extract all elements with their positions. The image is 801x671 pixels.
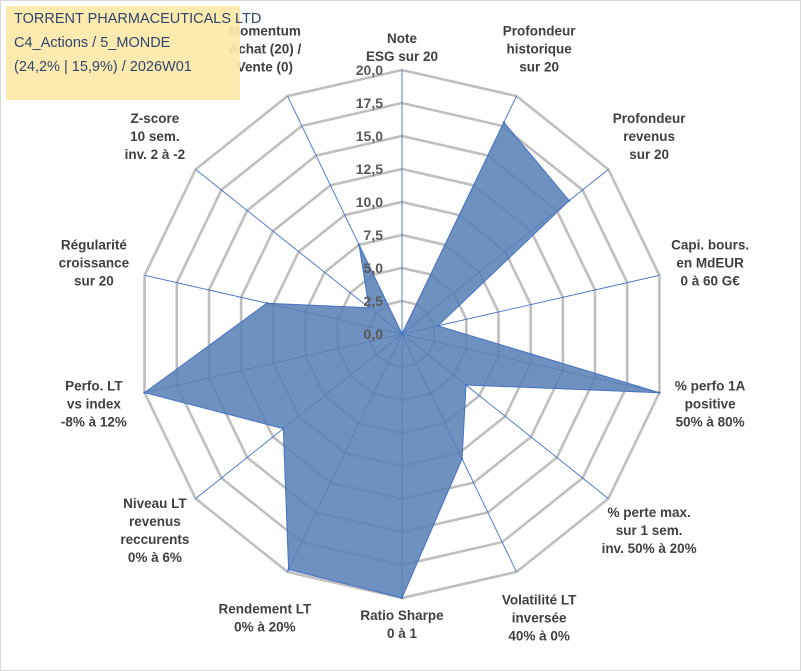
- tick-label-4: 10,0: [356, 194, 383, 210]
- axis-label-1-line-2: sur 20: [519, 59, 559, 74]
- axis-label-1-line-0: Profondeur: [503, 23, 576, 38]
- tick-label-6: 15,0: [356, 128, 383, 144]
- axis-label-13-line-0: Momentum: [229, 23, 301, 38]
- tick-label-2: 5,0: [364, 260, 384, 276]
- axis-label-8: Rendement LT 0% à 20%: [219, 602, 313, 635]
- data-point-3: [436, 324, 440, 327]
- chart-title-line-1: TORRENT PHARMACEUTICALS LTD: [14, 11, 262, 27]
- data-point-6: [460, 457, 464, 461]
- chart-title-line-2: C4_Actions / 5_MONDE: [14, 35, 171, 51]
- axis-label-3-line-2: 0 à 60 G€: [680, 274, 740, 289]
- axis-label-9: Niveau LT revenus reccurents 0% à 6%: [120, 496, 189, 565]
- axis-label-11: Régularité croissance sur 20: [59, 238, 130, 289]
- data-point-8: [287, 568, 290, 571]
- axis-label-4: % perfo 1A positive 50% à 80%: [675, 378, 746, 429]
- axis-label-13: Momentum Achat (20) / Vente (0): [229, 23, 302, 74]
- data-point-1: [502, 121, 506, 124]
- axis-label-10-line-0: Perfo. LT: [65, 378, 123, 393]
- axis-label-layer: Note ESG sur 20 Profondeur historique sur 20…: [59, 23, 749, 643]
- data-point-12: [367, 306, 371, 309]
- tick-label-1: 2,5: [364, 293, 384, 309]
- axis-label-0-line-1: ESG sur 20: [366, 49, 438, 64]
- axis-label-2: Profondeur revenus sur 20: [613, 111, 686, 162]
- axis-label-5-line-0: % perte max.: [607, 505, 690, 520]
- data-point-9: [282, 427, 285, 430]
- axis-label-13-line-2: Vente (0): [237, 59, 293, 74]
- axis-label-1-line-1: historique: [506, 41, 572, 56]
- axis-label-10-line-1: vs index: [67, 396, 122, 411]
- axis-label-4-line-2: 50% à 80%: [676, 414, 745, 429]
- data-point-0: [400, 332, 404, 336]
- chart-title-line-3: (24,2% | 15,9%) / 2026W01: [14, 59, 192, 75]
- axis-label-9-line-2: reccurents: [120, 532, 189, 547]
- axis-label-12-line-1: 10 sem.: [130, 129, 180, 144]
- spoke-3: [401, 274, 660, 335]
- axis-label-8-line-1: 0% à 20%: [234, 620, 296, 635]
- axis-label-11-line-2: sur 20: [74, 274, 114, 289]
- tick-label-5: 12,5: [356, 161, 383, 177]
- axis-label-3: Capi. bours. en MdEUR 0 à 60 G€: [671, 238, 749, 289]
- axis-label-2-line-1: revenus: [623, 129, 675, 144]
- tick-label-3: 7,5: [364, 227, 384, 243]
- axis-label-3-line-0: Capi. bours.: [671, 238, 749, 253]
- data-point-11: [265, 302, 269, 305]
- spoke-12: [195, 169, 403, 335]
- data-point-13: [357, 243, 361, 246]
- data-layer: [143, 121, 661, 600]
- axis-label-13-line-1: Achat (20) /: [229, 41, 302, 56]
- axis-label-12-line-2: inv. 2 à -2: [125, 147, 186, 162]
- axis-label-9-line-3: 0% à 6%: [128, 550, 182, 565]
- data-point-5: [464, 383, 468, 387]
- axis-label-10-line-2: -8% à 12%: [61, 414, 127, 429]
- data-point-10: [143, 391, 146, 394]
- axis-label-6-line-1: inversée: [512, 611, 567, 626]
- axis-label-6-line-0: Volatilité LT: [502, 593, 577, 608]
- axis-label-10: Perfo. LT vs index -8% à 12%: [61, 378, 127, 429]
- axis-label-6: Volatilité LT inversée 40% à 0%: [502, 593, 577, 644]
- axis-label-7-line-1: 0 à 1: [387, 626, 418, 641]
- axis-label-5: % perte max. sur 1 sem. inv. 50% à 20%: [602, 505, 697, 556]
- axis-label-11-line-1: croissance: [59, 256, 130, 271]
- axis-label-2-line-0: Profondeur: [613, 111, 686, 126]
- axis-label-4-line-1: positive: [685, 396, 737, 411]
- data-point-7: [400, 596, 404, 600]
- axis-label-0-line-0: Note: [387, 31, 417, 46]
- axis-label-12-line-0: Z-score: [131, 111, 180, 126]
- tick-label-layer: 0,0 2,5 5,0 7,5 10,0 12,5 15,0 17,5 20,0: [356, 62, 383, 342]
- tick-label-8: 20,0: [356, 62, 383, 78]
- axis-label-6-line-2: 40% à 0%: [508, 629, 570, 644]
- data-point-2: [568, 199, 571, 202]
- axis-label-9-line-1: revenus: [129, 514, 181, 529]
- axis-label-5-line-1: sur 1 sem.: [616, 523, 683, 538]
- axis-label-4-line-0: % perfo 1A: [675, 378, 746, 393]
- axis-label-7-line-0: Ratio Sharpe: [360, 608, 444, 623]
- axis-label-0: Note ESG sur 20: [366, 31, 438, 64]
- axis-label-7: Ratio Sharpe 0 à 1: [360, 608, 444, 641]
- axis-label-3-line-1: en MdEUR: [676, 256, 744, 271]
- tick-label-0: 0,0: [364, 326, 384, 342]
- axis-label-8-line-0: Rendement LT: [219, 602, 313, 617]
- axis-label-5-line-2: inv. 50% à 20%: [602, 541, 697, 556]
- axis-label-11-line-0: Régularité: [61, 238, 128, 253]
- axis-label-2-line-2: sur 20: [629, 147, 669, 162]
- axis-label-9-line-0: Niveau LT: [123, 496, 187, 511]
- data-point-4: [658, 391, 661, 394]
- axis-label-12: Z-score 10 sem. inv. 2 à -2: [125, 111, 186, 162]
- axis-label-1: Profondeur historique sur 20: [503, 23, 576, 74]
- tick-label-7: 17,5: [356, 95, 383, 111]
- chart-title-box: TORRENT PHARMACEUTICALS LTD C4_Actions /…: [6, 6, 261, 100]
